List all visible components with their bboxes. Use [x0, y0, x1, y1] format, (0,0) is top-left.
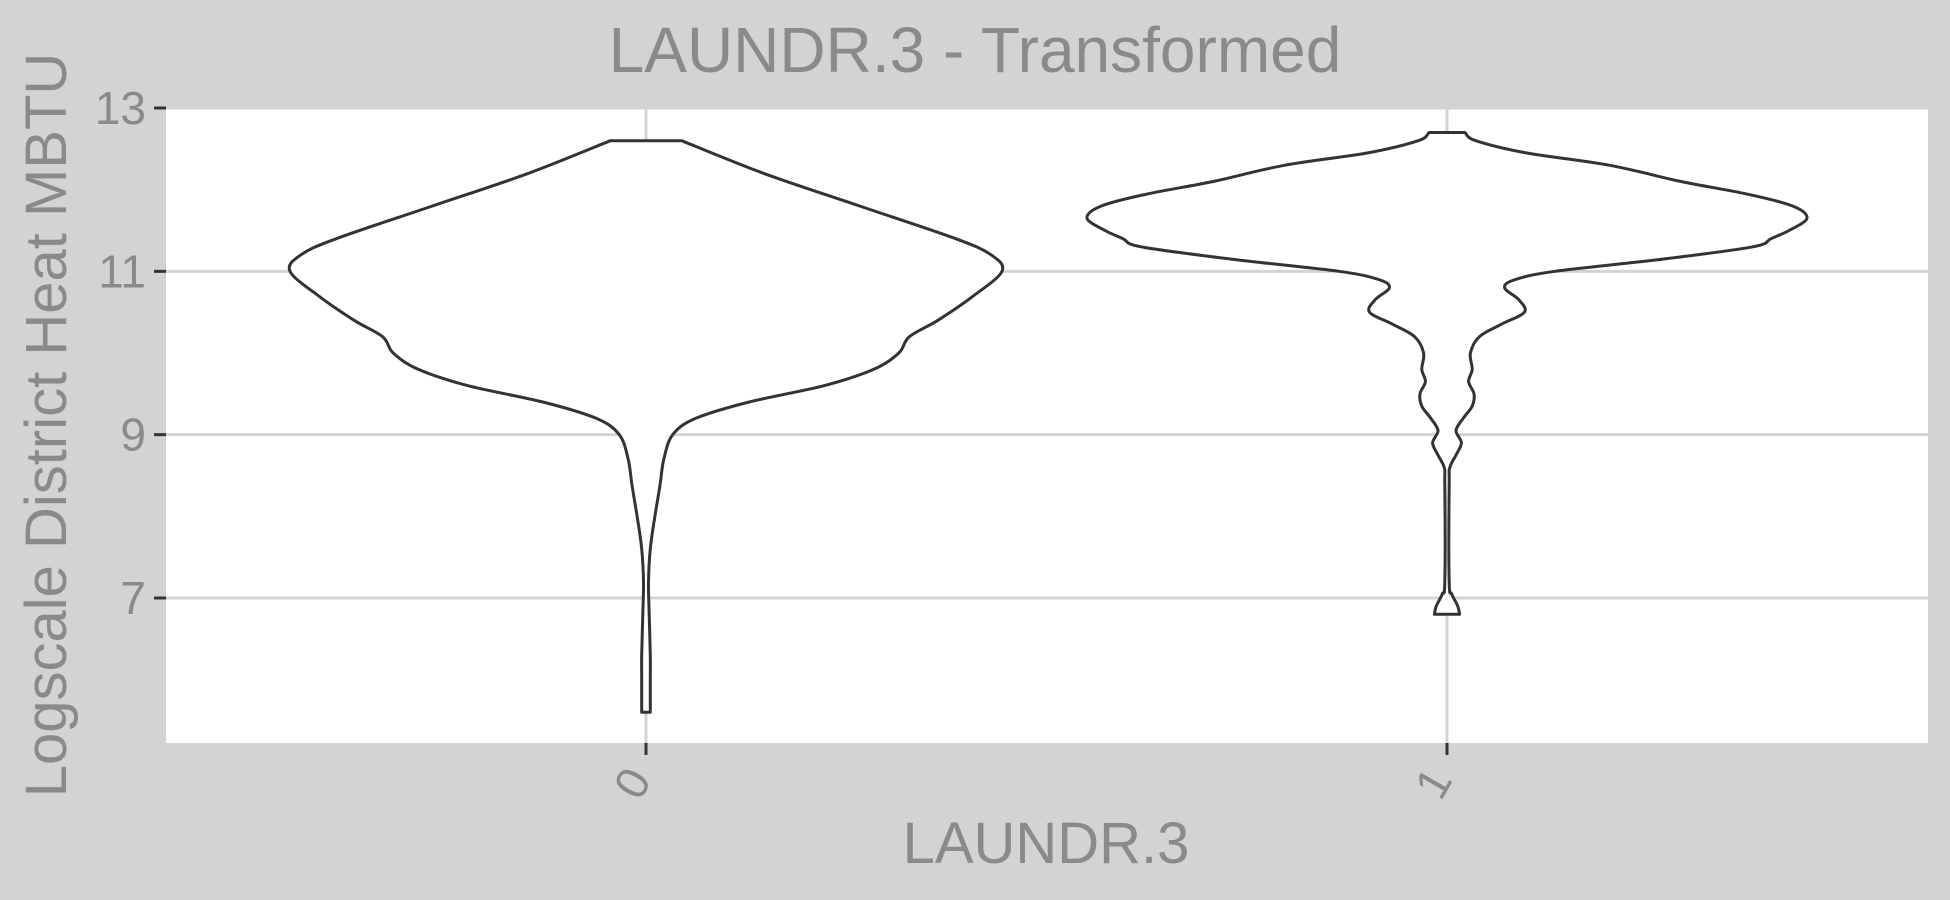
violin-1 [1085, 131, 1809, 616]
chart-title: LAUNDR.3 - Transformed [609, 14, 1342, 86]
y-tick-label: 9 [120, 409, 146, 461]
violin-0 [287, 139, 1005, 714]
y-tick-label: 7 [120, 572, 146, 624]
y-tick-label: 13 [95, 82, 146, 134]
y-tick-label: 11 [98, 245, 146, 297]
y-axis-title: Logscale District Heat MBTU [14, 53, 79, 798]
y-axis: 7 9 11 13 [95, 82, 166, 624]
y-gridlines [166, 106, 1928, 600]
x-axis-title: LAUNDR.3 [903, 811, 1190, 876]
violin-group [287, 131, 1809, 714]
